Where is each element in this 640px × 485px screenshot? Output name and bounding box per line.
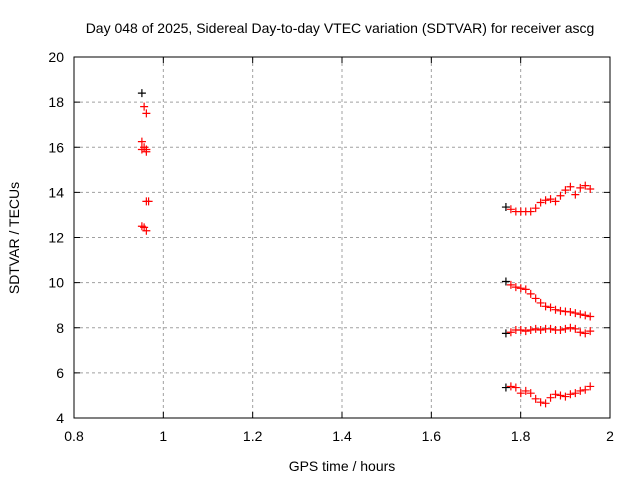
data-point-D <box>541 399 550 408</box>
y-tick-label: 10 <box>48 275 64 291</box>
data-point-A <box>556 191 565 200</box>
data-point-A <box>536 198 545 207</box>
data-point-D <box>586 382 595 391</box>
data-point-C <box>536 326 545 335</box>
x-tick-label: 1 <box>159 428 167 444</box>
data-point-D <box>536 398 545 407</box>
data-point-C <box>571 324 580 333</box>
data-point-B <box>576 310 585 319</box>
data-point-A <box>501 203 510 212</box>
data-point-B <box>566 307 575 316</box>
x-tick-label: 1.8 <box>511 428 531 444</box>
y-tick-label: 8 <box>56 320 64 336</box>
data-point-early <box>140 102 149 111</box>
data-point-C <box>516 326 525 335</box>
data-point-B <box>571 309 580 318</box>
data-point-C <box>521 327 530 336</box>
data-point-B <box>516 284 525 293</box>
data-point-early <box>142 147 151 156</box>
data-point-B <box>526 289 535 298</box>
y-axis-label: SDTVAR / TECUs <box>6 182 22 294</box>
y-tick-label: 12 <box>48 230 64 246</box>
data-point-D <box>581 385 590 394</box>
data-point-D <box>521 386 530 395</box>
y-tick-label: 18 <box>48 94 64 110</box>
data-point-A <box>541 196 550 205</box>
data-point-A <box>571 190 580 199</box>
data-point-A <box>586 184 595 193</box>
data-point-B <box>546 303 555 312</box>
data-point-C <box>501 329 510 338</box>
data-point-D <box>511 383 520 392</box>
chart-title: Day 048 of 2025, Sidereal Day-to-day VTE… <box>86 20 595 36</box>
data-point-B <box>581 311 590 320</box>
data-point-early <box>142 109 151 118</box>
data-point-early <box>142 226 151 235</box>
data-point-B <box>501 277 510 286</box>
plot-border <box>73 56 611 419</box>
x-tick-label: 0.8 <box>64 428 84 444</box>
data-point-B <box>541 302 550 311</box>
data-point-B <box>551 305 560 314</box>
data-point-C <box>561 324 570 333</box>
x-axis-label: GPS time / hours <box>289 458 396 474</box>
data-point-C <box>531 324 540 333</box>
data-point-D <box>571 389 580 398</box>
data-point-C <box>546 324 555 333</box>
data-point-B <box>521 285 530 294</box>
data-point-C <box>526 326 535 335</box>
data-point-C <box>586 327 595 336</box>
data-point-C <box>566 323 575 332</box>
data-point-D <box>546 393 555 402</box>
data-point-B <box>511 283 520 292</box>
data-point-C <box>556 326 565 335</box>
data-point-A <box>581 181 590 190</box>
x-tick-label: 1.6 <box>422 428 442 444</box>
data-point-D <box>556 391 565 400</box>
data-point-B <box>586 312 595 321</box>
data-point-A <box>566 182 575 191</box>
data-point-D <box>516 389 525 398</box>
data-point-D <box>531 394 540 403</box>
data-point-A <box>561 186 570 195</box>
data-point-A <box>551 197 560 206</box>
y-tick-label: 4 <box>56 410 64 426</box>
data-point-C <box>576 328 585 337</box>
data-point-C <box>581 329 590 338</box>
data-point-A <box>506 205 515 214</box>
data-point-D <box>566 390 575 399</box>
data-point-B <box>506 280 515 289</box>
data-point-B <box>556 306 565 315</box>
x-tick-label: 1.4 <box>332 428 352 444</box>
y-tick-label: 16 <box>48 139 64 155</box>
data-point-A <box>526 207 535 216</box>
data-point-D <box>551 390 560 399</box>
data-point-A <box>576 183 585 192</box>
data-point-B <box>536 298 545 307</box>
data-point-A <box>546 195 555 204</box>
data-point-early <box>137 145 146 154</box>
y-tick-label: 14 <box>48 184 64 200</box>
x-tick-label: 2 <box>606 428 614 444</box>
y-tick-label: 20 <box>48 49 64 65</box>
y-tick-label: 6 <box>56 365 64 381</box>
data-point-early <box>137 89 146 98</box>
data-point-D <box>576 386 585 395</box>
data-point-D <box>506 382 515 391</box>
data-point-early <box>137 137 146 146</box>
data-point-A <box>531 204 540 213</box>
data-point-D <box>526 389 535 398</box>
x-tick-label: 1.2 <box>243 428 263 444</box>
data-point-C <box>506 328 515 337</box>
data-point-B <box>531 294 540 303</box>
data-point-D <box>561 392 570 401</box>
data-point-early <box>144 197 153 206</box>
data-point-D <box>501 383 510 392</box>
